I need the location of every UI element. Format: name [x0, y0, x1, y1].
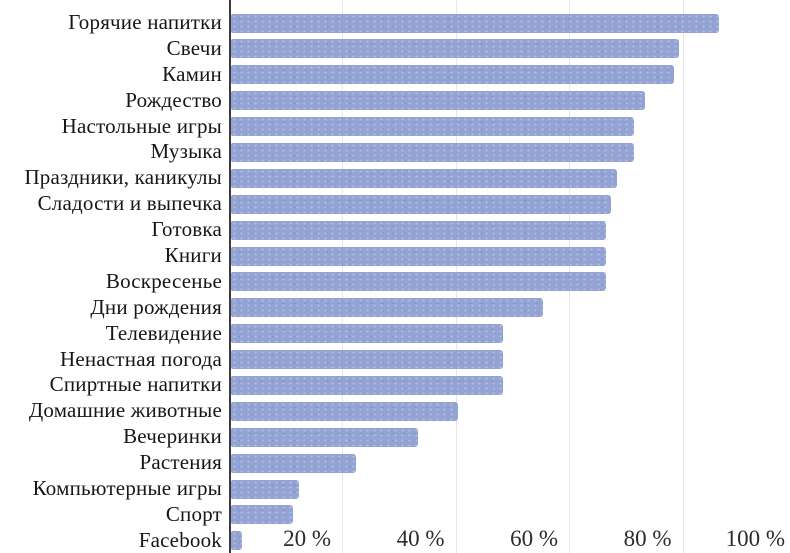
bar-track: [231, 398, 790, 424]
bar: [231, 13, 720, 33]
row-label: Книги: [164, 243, 222, 268]
gridline-80: [682, 0, 684, 553]
row-label: Дни рождения: [90, 294, 222, 319]
chart-row: Facebook: [0, 528, 790, 553]
chart-row: Дни рождения: [0, 295, 790, 321]
row-label: Ненастная погода: [60, 346, 222, 371]
bar: [231, 479, 300, 499]
row-label: Готовка: [151, 217, 222, 242]
bar: [231, 39, 680, 59]
row-label: Растения: [139, 450, 222, 475]
bar-track: [231, 321, 790, 347]
chart-row: Компьютерные игры: [0, 476, 790, 502]
bar: [231, 505, 294, 525]
bar: [231, 246, 606, 266]
chart-row: Музыка: [0, 139, 790, 165]
bar: [231, 350, 504, 370]
chart-row: Горячие напитки: [0, 10, 790, 36]
bar-track: [231, 269, 790, 295]
row-label: Компьютерные игры: [32, 476, 222, 501]
bar-track: [231, 114, 790, 140]
chart-row: Готовка: [0, 217, 790, 243]
bar-track: [231, 139, 790, 165]
row-label: Воскресенье: [105, 268, 222, 293]
bar-track: [231, 528, 790, 553]
row-label: Сладости и выпечка: [37, 191, 222, 216]
bar-track: [231, 217, 790, 243]
chart-row: Настольные игры: [0, 114, 790, 140]
chart-row: Праздники, каникулы: [0, 165, 790, 191]
bar: [231, 220, 606, 240]
chart-row: Сладости и выпечка: [0, 191, 790, 217]
bar: [231, 272, 606, 292]
row-label: Праздники, каникулы: [24, 165, 222, 190]
chart-row: Спиртные напитки: [0, 372, 790, 398]
bar-track: [231, 450, 790, 476]
row-label: Телевидение: [105, 320, 222, 345]
bar-track: [231, 476, 790, 502]
bar: [231, 142, 634, 162]
chart-row: Книги: [0, 243, 790, 269]
bar: [231, 298, 544, 318]
x-axis-label-60: 60 %: [510, 526, 558, 551]
chart-row: Воскресенье: [0, 269, 790, 295]
row-label: Facebook: [138, 527, 222, 552]
bar: [231, 65, 674, 85]
bar-track: [231, 424, 790, 450]
bar: [231, 401, 458, 421]
bar: [231, 168, 617, 188]
bar-track: [231, 502, 790, 528]
bar-track: [231, 88, 790, 114]
bar: [231, 427, 419, 447]
row-label: Спорт: [165, 501, 222, 526]
row-label: Рождество: [125, 87, 222, 112]
row-label: Музыка: [150, 139, 222, 164]
chart-row: Ненастная погода: [0, 347, 790, 373]
x-axis-label-80: 80 %: [623, 526, 672, 551]
bar: [231, 531, 243, 551]
bar-track: [231, 191, 790, 217]
chart-row: Свечи: [0, 36, 790, 62]
bar-track: [231, 243, 790, 269]
y-axis-line: [229, 0, 231, 553]
chart-row: Спорт: [0, 502, 790, 528]
chart-row: Рождество: [0, 88, 790, 114]
x-axis-label-100: 100 %: [725, 526, 785, 551]
chart-row: Растения: [0, 450, 790, 476]
bar-track: [231, 10, 790, 36]
bar-track: [231, 372, 790, 398]
bar-track: [231, 295, 790, 321]
bar-track: [231, 62, 790, 88]
chart-rows: Горячие напитки Свечи Камин Рождество Настол…: [0, 10, 790, 553]
x-axis-label-20: 20 %: [283, 526, 331, 551]
row-label: Вечеринки: [123, 424, 222, 449]
bar: [231, 324, 504, 344]
chart-row: Телевидение: [0, 321, 790, 347]
row-label: Спиртные напитки: [49, 372, 222, 397]
bar: [231, 194, 612, 214]
row-label: Домашние животные: [28, 398, 222, 423]
bar: [231, 453, 356, 473]
row-label: Свечи: [166, 35, 222, 60]
bar-track: [231, 347, 790, 373]
row-label: Настольные игры: [61, 113, 222, 138]
bar: [231, 117, 634, 137]
row-label: Камин: [162, 61, 222, 86]
chart-row: Домашние животные: [0, 398, 790, 424]
bar-track: [231, 36, 790, 62]
bar: [231, 375, 504, 395]
chart-row: Камин: [0, 62, 790, 88]
row-label: Горячие напитки: [68, 10, 222, 34]
x-axis-label-40: 40 %: [396, 526, 445, 551]
bar: [231, 91, 646, 111]
chart-row: Вечеринки: [0, 424, 790, 450]
bar-track: [231, 165, 790, 191]
